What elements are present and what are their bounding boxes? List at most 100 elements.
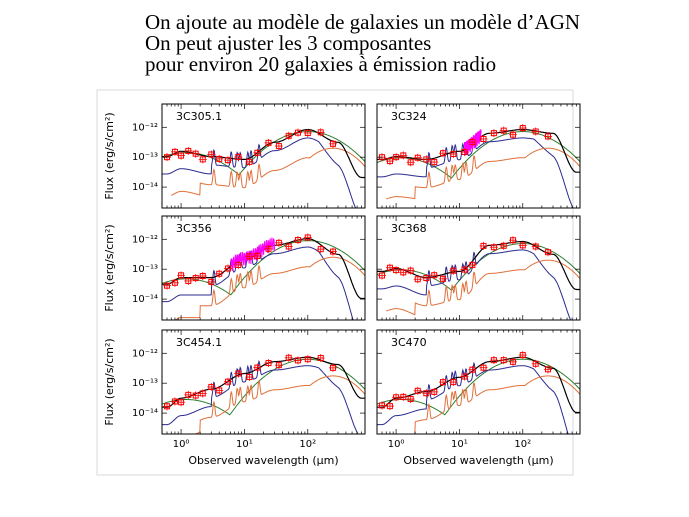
dust-component-line [386, 147, 580, 200]
data-point [543, 365, 552, 374]
stellar-component-line [162, 358, 365, 416]
data-point [316, 354, 325, 363]
y-tick-label: 10⁻¹² [132, 122, 158, 133]
data-point [518, 124, 527, 133]
agn-component-line [162, 359, 365, 434]
data-point [264, 244, 273, 253]
data-point [245, 252, 254, 261]
data-point [198, 272, 207, 281]
data-point [406, 158, 415, 167]
data-point [234, 153, 243, 162]
data-point [163, 402, 172, 411]
data-point [508, 236, 517, 245]
data-point [234, 369, 243, 378]
data-point [438, 149, 447, 158]
y-tick-label: 10⁻¹² [132, 348, 158, 359]
data-point [489, 243, 498, 252]
data-point [422, 274, 431, 283]
data-point [198, 155, 207, 164]
data-point [177, 271, 186, 280]
data-point [385, 263, 394, 272]
data-point [438, 274, 447, 283]
data-point [479, 134, 488, 143]
data-point [531, 359, 540, 368]
data-point [215, 154, 224, 163]
data-point [392, 393, 401, 402]
data-point [430, 271, 439, 280]
title-line-2: On peut ajuster les 3 composantes [145, 31, 432, 55]
data-point [303, 129, 312, 138]
data-point [191, 149, 200, 158]
data-point [413, 153, 422, 162]
x-axis-label: Observed wavelength (μm) [188, 454, 338, 467]
figure-frame [96, 89, 574, 476]
data-point [223, 156, 232, 165]
data-point [177, 151, 186, 160]
data-point [531, 127, 540, 136]
data-point [518, 351, 527, 360]
x-tick-label: 10⁰ [388, 439, 405, 450]
data-point [274, 361, 283, 370]
agn-component-line [162, 137, 365, 208]
data-point [399, 151, 408, 160]
y-tick-label: 10⁻¹⁴ [132, 408, 158, 419]
sed-panel-3c454-1: 10⁻¹² 10⁻¹³ 10⁻¹⁴ 10⁰ 10¹ 10² Observed wavelen… [103, 329, 366, 467]
data-point [234, 260, 243, 269]
sed-panel-3c324: 3C324 [376, 103, 581, 209]
data-point [328, 363, 337, 372]
data-point [430, 387, 439, 396]
sed-panel-3c305-1: 10⁻¹² 10⁻¹³ 10⁻¹⁴ Flux (erg/s/cm²) 3C305.1 [103, 103, 366, 209]
data-point [215, 269, 224, 278]
data-point [392, 153, 401, 162]
data-point [163, 281, 172, 290]
data-point [489, 129, 498, 138]
data-point [413, 275, 422, 284]
data-point [328, 247, 337, 256]
data-point [191, 391, 200, 400]
data-point [303, 355, 312, 364]
data-point [170, 397, 179, 406]
data-point [293, 236, 302, 245]
data-point [499, 126, 508, 135]
data-point [460, 265, 469, 274]
data-point [245, 373, 254, 382]
data-point [284, 242, 293, 251]
data-point [274, 142, 283, 151]
data-point [468, 365, 477, 374]
dust-component-line [171, 375, 365, 434]
data-point [253, 251, 262, 260]
data-point [392, 266, 401, 275]
y-tick-label: 10⁻¹² [132, 234, 158, 245]
data-point [284, 353, 293, 362]
data-point [479, 241, 488, 250]
data-point [499, 356, 508, 365]
data-point [413, 386, 422, 395]
dust-component-line [171, 147, 365, 196]
data-point [191, 274, 200, 283]
y-axis-label: Flux (erg/s/cm²) [103, 224, 116, 311]
data-point [215, 386, 224, 395]
y-tick-label: 10⁻¹⁴ [132, 182, 158, 193]
dust-component-line [171, 256, 365, 320]
data-point [406, 395, 415, 404]
panel-label: 3C470 [391, 336, 427, 349]
stellar-component-line [377, 243, 580, 291]
agn-component-line [377, 135, 580, 208]
x-tick-label: 10² [299, 439, 316, 450]
sed-panel-3c368: 3C368 [376, 215, 581, 321]
y-axis-label: Flux (erg/s/cm²) [103, 112, 116, 199]
slide-title: On ajoute au modèle de galaxies un modèl… [145, 12, 685, 75]
data-point [385, 402, 394, 411]
data-point [223, 264, 232, 273]
agn-component-line [162, 244, 365, 320]
panel-label: 3C305.1 [176, 110, 222, 123]
irs-spectrum-line [229, 237, 276, 272]
y-axis-label: Flux (erg/s/cm²) [103, 338, 116, 425]
data-point [328, 139, 337, 148]
data-point [543, 248, 552, 257]
data-point [430, 158, 439, 167]
data-point [449, 378, 458, 387]
x-tick-label: 10² [514, 439, 531, 450]
data-point [207, 150, 216, 159]
